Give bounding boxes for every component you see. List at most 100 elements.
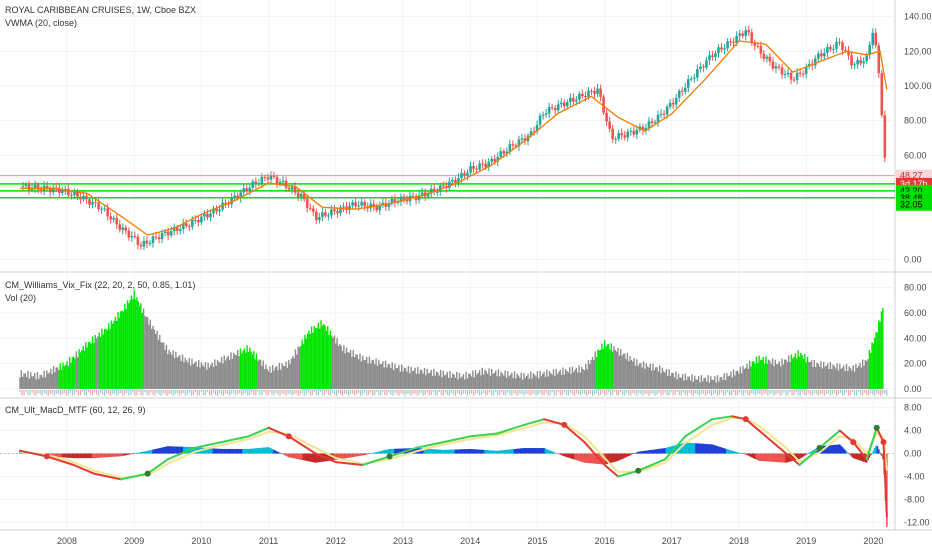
macd-histogram-bar (570, 453, 572, 459)
volume-bar (206, 389, 208, 393)
candle-body (103, 208, 106, 210)
macd-histogram-bar (251, 448, 254, 454)
volume-bar (469, 389, 471, 395)
macd-histogram-bar (234, 448, 236, 454)
candle-body (696, 69, 699, 78)
vix-fix-bar (25, 377, 28, 389)
vix-fix-bar (212, 366, 215, 389)
macd-histogram-bar (704, 443, 707, 454)
vix-fix-bar (574, 369, 576, 389)
volume-bar (656, 389, 658, 395)
vix-fix-bar (129, 299, 131, 389)
volume-bar (523, 389, 525, 396)
vix-fix-bar (296, 354, 298, 389)
macd-histogram-bar (244, 448, 247, 454)
macd-cross-dot (386, 453, 393, 460)
volume-bar (839, 389, 841, 393)
volume-bar (329, 389, 331, 396)
vix-fix-bar (486, 373, 489, 389)
macd-histogram-bar (839, 444, 841, 454)
vix-fix-bar (590, 359, 592, 389)
macd-histogram-bar (668, 446, 670, 454)
volume-bar (781, 389, 783, 395)
macd-histogram-bar (242, 448, 244, 454)
vix-fix-bar (833, 366, 836, 389)
macd-line-segment (388, 446, 418, 458)
macd-histogram-bar (607, 453, 610, 464)
vix-fix-bar (185, 360, 188, 389)
vix-fix-bar (805, 362, 807, 389)
vix-fix-bar (456, 371, 458, 389)
volume-bar (777, 389, 779, 394)
macd-histogram-bar (617, 453, 619, 461)
vix-fix-bar (173, 358, 176, 389)
macd-histogram-bar (723, 448, 726, 454)
vix-fix-bar (700, 375, 703, 389)
vix-fix-bar (343, 345, 345, 389)
vix-fix-bar (359, 353, 361, 389)
volume-bar (495, 389, 497, 393)
volume-bar (462, 389, 464, 394)
vix-fix-bar (28, 378, 31, 389)
volume-bar (406, 389, 408, 394)
vix-fix-bar (232, 352, 235, 389)
candle-body (106, 208, 109, 217)
vix-fix-bar (243, 348, 246, 389)
vix-fix-bar (425, 375, 427, 389)
vix-fix-bar (534, 374, 536, 389)
vix-fix-bar (781, 358, 783, 389)
vix-fix-bar (245, 352, 247, 389)
vix-fix-bar (134, 299, 137, 389)
candle-body (142, 240, 146, 247)
volume-bar (642, 389, 644, 396)
vix-fix-bar (813, 359, 815, 389)
candle-body (157, 237, 161, 240)
candle-body (804, 66, 808, 74)
candle-body (556, 104, 560, 111)
vix-fix-bar (763, 363, 766, 389)
volume-bar (21, 389, 23, 396)
macd-histogram-bar (578, 453, 580, 461)
vix-fix-bar (360, 361, 363, 389)
candle-body (644, 128, 648, 131)
vix-fix-bar (634, 365, 637, 389)
volume-bar (515, 389, 517, 395)
volume-bar (210, 389, 212, 396)
vix-fix-bar (274, 367, 277, 389)
volume-bar (45, 389, 47, 395)
volume-bar (108, 389, 110, 395)
volume-bar (684, 389, 686, 395)
candle-body (188, 225, 191, 227)
macd-histogram-bar (843, 448, 845, 454)
vix-fix-bar (418, 373, 420, 389)
vix-fix-bar (798, 356, 801, 389)
vix-fix-bar (723, 373, 725, 389)
candle-body (227, 203, 230, 205)
macd-histogram-bar (469, 448, 471, 454)
macd-histogram-bar (505, 449, 508, 454)
price-tag-label: 38.48 (900, 193, 923, 203)
macd-histogram-bar (95, 453, 98, 458)
macd-histogram-bar (102, 453, 105, 458)
volume-bar (146, 389, 148, 396)
macd-histogram-bar (525, 448, 528, 454)
macd-histogram-bar (208, 448, 211, 454)
macd-histogram-bar (258, 447, 260, 454)
macd-histogram-bar (316, 453, 318, 463)
candle-body (726, 41, 729, 49)
volume-bar (767, 389, 769, 396)
vix-fix-bar (589, 364, 591, 389)
macd-histogram-bar (580, 453, 583, 462)
vix-fix-bar (86, 347, 88, 389)
vix-fix-bar (878, 320, 880, 389)
volume-bar (535, 389, 537, 396)
vix-fix-bar (461, 376, 463, 389)
macd-histogram-bar (762, 453, 764, 462)
macd-histogram-bar (51, 453, 54, 457)
candle-body (466, 172, 469, 176)
candle-body (832, 48, 835, 50)
candle-body (693, 77, 696, 79)
macd-histogram-bar (687, 442, 689, 454)
volume-bar (245, 389, 247, 393)
vix-fix-bar (828, 369, 830, 389)
